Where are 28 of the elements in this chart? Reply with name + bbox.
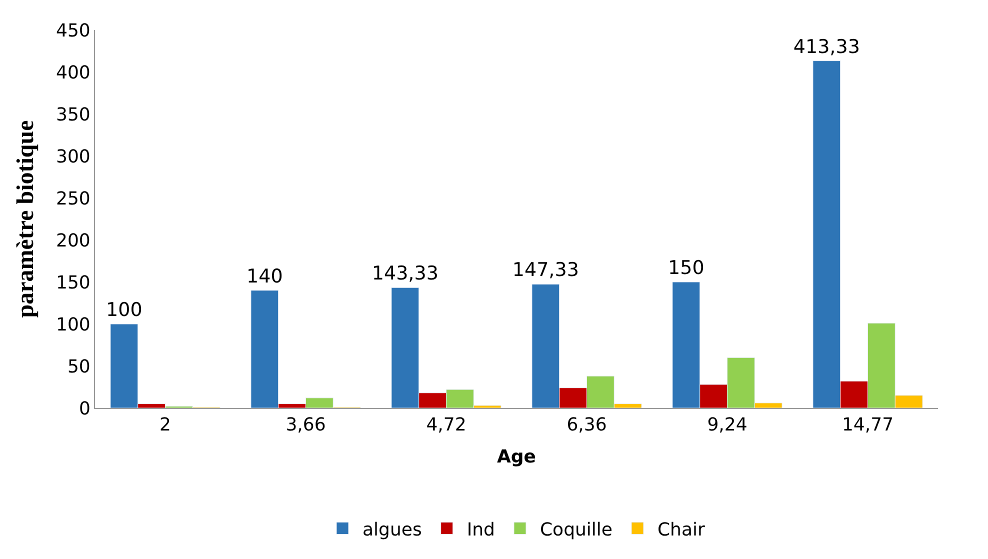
y-tick-label: 0 bbox=[78, 398, 90, 420]
x-tick-label: 4,72 bbox=[426, 414, 466, 436]
y-tick-label: 50 bbox=[67, 356, 90, 378]
legend-label: algues bbox=[362, 519, 422, 540]
x-axis-title: Age bbox=[496, 446, 536, 468]
y-axis-title: paramètre biotique bbox=[13, 120, 40, 318]
x-tick-label: 9,24 bbox=[707, 414, 748, 436]
y-tick-label: 350 bbox=[56, 104, 90, 126]
data-label: 413,33 bbox=[793, 36, 860, 58]
y-tick-label: 150 bbox=[56, 272, 90, 294]
x-tick-label: 6,36 bbox=[566, 414, 607, 436]
legend-label: Chair bbox=[657, 519, 706, 540]
y-tick-label: 300 bbox=[56, 146, 90, 168]
x-tick-label: 14,77 bbox=[842, 414, 894, 436]
data-label: 143,33 bbox=[372, 262, 438, 285]
data-label: 150 bbox=[668, 257, 704, 279]
data-label: 147,33 bbox=[512, 259, 579, 282]
x-tick-label: 3,66 bbox=[286, 414, 326, 436]
y-tick-label: 450 bbox=[56, 20, 90, 42]
y-tick-label: 250 bbox=[56, 188, 90, 210]
data-label: 140 bbox=[246, 265, 283, 288]
legend-label: Ind bbox=[466, 519, 495, 540]
x-tick-label: 2 bbox=[160, 414, 171, 436]
y-tick-label: 200 bbox=[56, 230, 90, 252]
legend-label: Coquille bbox=[540, 519, 612, 540]
y-tick-label: 100 bbox=[56, 314, 90, 336]
y-tick-label: 400 bbox=[56, 62, 90, 84]
data-label: 100 bbox=[106, 299, 142, 321]
